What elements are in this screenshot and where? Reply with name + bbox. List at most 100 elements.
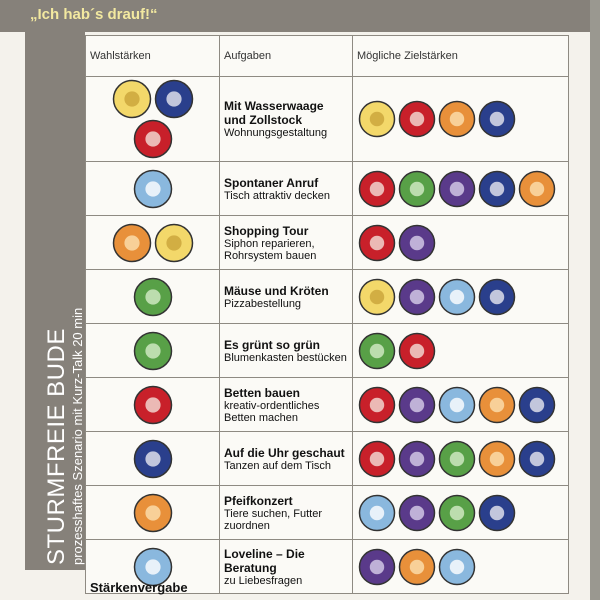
strength-icon [358, 100, 396, 138]
strength-icon [358, 278, 396, 315]
strength-icon [112, 79, 151, 119]
strength-icon [478, 170, 516, 207]
strength-icon [518, 386, 556, 423]
target-strengths [352, 323, 569, 378]
task-description: Siphon reparieren, Rohrsystem bauen [224, 237, 317, 262]
choice-strengths [85, 76, 220, 162]
target-strengths [352, 161, 569, 216]
strength-icon [398, 440, 436, 477]
strength-icon [358, 440, 396, 477]
table-body: Mit Wasserwaage und Zollstock Wohnungsges… [85, 76, 569, 594]
task-cell: Betten bauen kreativ-ordentliches Betten … [219, 377, 353, 432]
choice-strengths [85, 161, 220, 216]
strength-icon [358, 332, 396, 369]
target-strengths [352, 269, 569, 324]
task-cell: Pfeifkonzert Tiere suchen, Futter zuordne… [219, 485, 353, 540]
target-strengths [352, 215, 569, 270]
strength-icon [478, 386, 516, 423]
header-band [0, 0, 590, 32]
strength-icon [438, 100, 476, 138]
target-strengths [352, 539, 569, 594]
target-strengths [352, 485, 569, 540]
task-description: Tanzen auf dem Tisch [224, 459, 332, 472]
strength-icon [133, 385, 172, 424]
table-row: Betten bauen kreativ-ordentliches Betten … [85, 377, 569, 432]
task-description: kreativ-ordentliches Betten machen [224, 399, 320, 424]
strength-icon [133, 277, 172, 316]
strength-icon [398, 386, 436, 423]
strength-icon [398, 170, 436, 207]
task-description: Wohnungsgestaltung [224, 127, 328, 139]
choice-strengths [85, 431, 220, 486]
header-row: Wahlstärken Aufgaben Mögliche Zielstärken [85, 35, 569, 77]
choice-strengths [85, 269, 220, 324]
sidebar-text: STURMFREIE BUDE prozesshaftes Szenario m… [43, 65, 86, 565]
strength-icon [133, 547, 172, 586]
strength-icon [133, 169, 172, 208]
strength-icon [398, 494, 436, 531]
task-title: Betten bauen [224, 385, 301, 400]
task-title: Pfeifkonzert [224, 493, 293, 508]
task-title: Mit Wasserwaage und Zollstock [224, 99, 324, 127]
strength-icon [518, 170, 556, 207]
task-cell: Auf die Uhr geschaut Tanzen auf dem Tisch [219, 431, 353, 486]
table-row: Spontaner Anruf Tisch attraktiv decken [85, 161, 569, 216]
task-description: zu Liebesfragen [224, 574, 303, 587]
strength-icon [358, 386, 396, 423]
task-title: Es grünt so grün [224, 337, 320, 352]
task-title: Auf die Uhr geschaut [224, 445, 345, 460]
choice-strengths [85, 215, 220, 270]
strength-icon [358, 548, 396, 585]
choice-strengths [85, 485, 220, 540]
strength-icon [398, 224, 436, 261]
strength-icon [438, 386, 476, 423]
strength-icon [438, 170, 476, 207]
strength-icon [478, 494, 516, 531]
strength-icon [478, 100, 516, 138]
task-description: Pizzabestellung [224, 297, 302, 310]
task-cell: Spontaner Anruf Tisch attraktiv decken [219, 161, 353, 216]
sidebar [25, 32, 85, 570]
strength-icon [398, 548, 436, 585]
choice-strengths [85, 377, 220, 432]
title: „Ich hab´s drauf!“ [30, 6, 158, 23]
target-strengths [352, 377, 569, 432]
target-strengths [352, 431, 569, 486]
strength-icon [438, 548, 476, 585]
strength-icon [438, 494, 476, 531]
task-description: Tisch attraktiv decken [224, 189, 330, 202]
column-header: Mögliche Zielstärken [352, 35, 569, 77]
strength-icon [398, 100, 436, 138]
column-header: Wahlstärken [85, 35, 220, 77]
sidebar-title: STURMFREIE BUDE [43, 328, 70, 565]
strength-icon [398, 278, 436, 315]
task-cell: Shopping Tour Siphon reparieren, Rohrsyst… [219, 215, 353, 270]
strength-icon [154, 79, 193, 119]
task-title: Loveline – Die Beratung [224, 546, 305, 575]
choice-strengths [85, 323, 220, 378]
task-description: Blumenkasten bestücken [224, 351, 347, 364]
table-row: Mit Wasserwaage und Zollstock Wohnungsges… [85, 76, 569, 162]
strength-icon [358, 224, 396, 261]
task-description: Tiere suchen, Futter zuordnen [224, 507, 323, 532]
task-cell: Es grünt so grün Blumenkasten bestücken [219, 323, 353, 378]
strength-icon [133, 119, 172, 159]
table-row: Auf die Uhr geschaut Tanzen auf dem Tisch [85, 431, 569, 486]
strength-icon [154, 223, 193, 262]
sidebar-subtitle: prozesshaftes Szenario mit Kurz-Talk 20 … [70, 307, 85, 565]
strength-icon [398, 332, 436, 369]
task-title: Shopping Tour [224, 223, 309, 238]
table-row: Loveline – Die Beratung zu Liebesfragen [85, 539, 569, 594]
table-row: Shopping Tour Siphon reparieren, Rohrsyst… [85, 215, 569, 270]
strength-icon [438, 440, 476, 477]
strength-icon [133, 331, 172, 370]
strength-icon [358, 170, 396, 207]
strength-icon [133, 493, 172, 532]
strength-icon [438, 278, 476, 315]
strength-icon [478, 440, 516, 477]
task-cell: Loveline – Die Beratung zu Liebesfragen [219, 539, 353, 594]
table-row: Pfeifkonzert Tiere suchen, Futter zuordne… [85, 485, 569, 540]
strength-icon [358, 494, 396, 531]
table-row: Es grünt so grün Blumenkasten bestücken [85, 323, 569, 378]
